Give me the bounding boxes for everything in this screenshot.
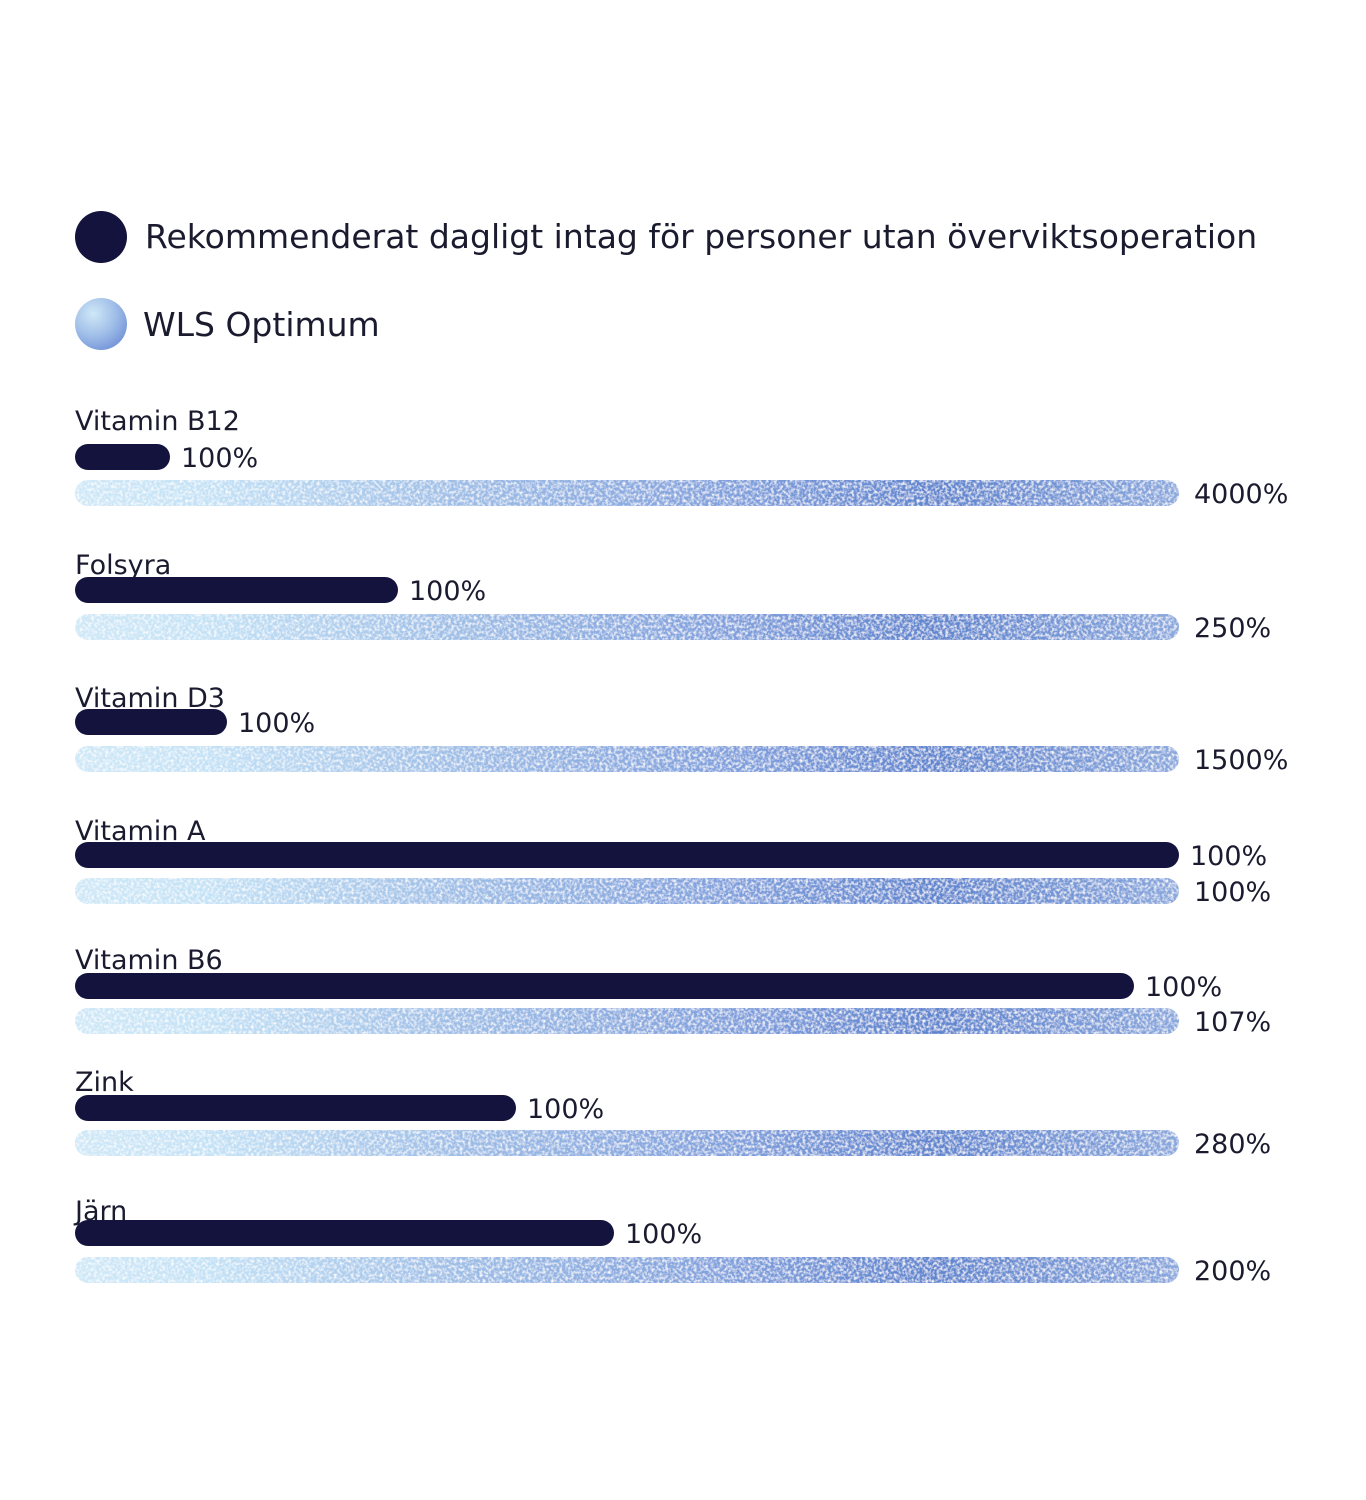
bar-wls-optimum-vitamin-b6 [75, 1008, 1179, 1034]
bar-recommended-folsyra [75, 577, 398, 603]
value-label-recommended-vitamin-b6: 100% [1145, 972, 1222, 1003]
category-label-vitamin-b6: Vitamin B6 [75, 945, 223, 976]
value-label-recommended-folsyra: 100% [409, 576, 486, 607]
bar-wls-optimum-vitamin-b12 [75, 480, 1179, 506]
bar-wls-optimum-zink [75, 1130, 1179, 1156]
value-label-wls-optimum-vitamin-b6: 107% [1194, 1007, 1271, 1038]
bar-recommended-zink [75, 1095, 516, 1121]
value-label-recommended-vitamin-a: 100% [1190, 841, 1267, 872]
category-label-vitamin-b12: Vitamin B12 [75, 406, 240, 437]
category-label-folsyra: Folsyra [75, 550, 171, 581]
value-label-wls-optimum-vitamin-d3: 1500% [1194, 745, 1288, 776]
value-label-recommended-zink: 100% [527, 1094, 604, 1125]
bar-rows: Vitamin B12 100% 4000% Folsyra 100% 250% Vitam… [73, 406, 1288, 1287]
category-label-vitamin-a: Vitamin A [75, 816, 206, 847]
value-label-wls-optimum-vitamin-a: 100% [1194, 877, 1271, 908]
bar-wls-optimum-j-rn [75, 1257, 1179, 1283]
legend: Rekommenderat dagligt intag för personer… [75, 211, 1257, 350]
bar-recommended-vitamin-a [75, 842, 1179, 868]
bar-wls-optimum-vitamin-a [75, 878, 1179, 904]
bar-recommended-vitamin-b6 [75, 973, 1134, 999]
bar-wls-optimum-folsyra [75, 614, 1179, 640]
value-label-wls-optimum-j-rn: 200% [1194, 1256, 1271, 1287]
bar-recommended-vitamin-b12 [75, 444, 170, 470]
category-label-zink: Zink [75, 1067, 134, 1098]
bar-wls-optimum-vitamin-d3 [75, 746, 1179, 772]
value-label-recommended-j-rn: 100% [625, 1219, 702, 1250]
legend-label-wls-optimum: WLS Optimum [143, 305, 380, 344]
legend-marker-wls-optimum [75, 298, 127, 350]
bar-recommended-vitamin-d3 [75, 709, 227, 735]
legend-marker-recommended [75, 211, 127, 263]
value-label-wls-optimum-zink: 280% [1194, 1129, 1271, 1160]
value-label-wls-optimum-vitamin-b12: 4000% [1194, 479, 1288, 510]
value-label-recommended-vitamin-b12: 100% [181, 443, 258, 474]
legend-label-recommended: Rekommenderat dagligt intag för personer… [145, 217, 1257, 256]
value-label-recommended-vitamin-d3: 100% [238, 708, 315, 739]
category-label-vitamin-d3: Vitamin D3 [75, 683, 225, 714]
bar-recommended-j-rn [75, 1220, 614, 1246]
value-label-wls-optimum-folsyra: 250% [1194, 613, 1271, 644]
